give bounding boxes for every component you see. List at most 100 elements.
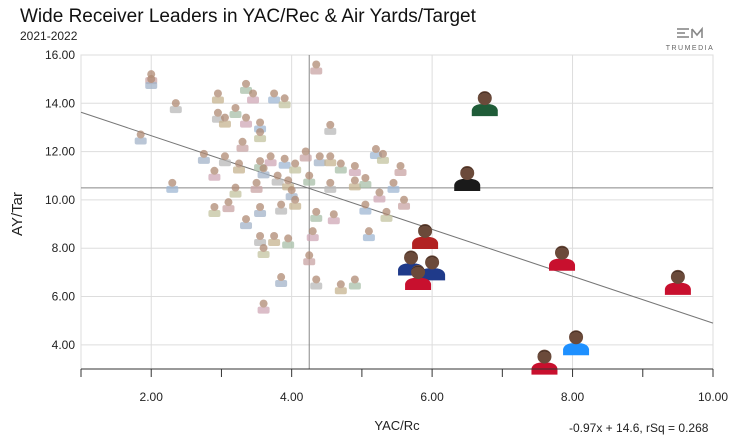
player-head xyxy=(411,265,426,280)
player-hair xyxy=(404,251,419,256)
player-jersey xyxy=(310,67,323,75)
player-point xyxy=(254,231,267,246)
player-jersey xyxy=(373,195,386,203)
x-axis-label: YAC/Rc xyxy=(374,418,420,433)
player-jersey xyxy=(257,251,270,259)
player-head xyxy=(224,198,233,207)
player-jersey xyxy=(257,306,270,314)
player-hair xyxy=(537,350,552,355)
player-point xyxy=(268,89,281,104)
player-head xyxy=(396,161,405,170)
player-jersey xyxy=(299,154,312,162)
player-head xyxy=(537,349,552,364)
y-axis-label: AY/Tar xyxy=(9,192,26,236)
player-point xyxy=(380,207,393,222)
player-jersey xyxy=(271,178,284,186)
player-jersey xyxy=(359,207,372,215)
grid xyxy=(80,54,714,370)
player-jersey xyxy=(218,120,231,128)
player-head xyxy=(256,118,265,127)
player-point xyxy=(275,273,288,288)
player-head xyxy=(477,91,492,106)
player-head xyxy=(418,223,433,238)
player-point xyxy=(271,171,284,186)
y-tick-label: 16.00 xyxy=(45,48,75,62)
player-point xyxy=(257,244,270,259)
player-jersey xyxy=(282,241,295,249)
player-jersey xyxy=(278,161,291,169)
highlighted-player-point xyxy=(531,349,558,375)
highlighted-player-point xyxy=(405,265,432,291)
player-jersey xyxy=(166,185,179,193)
player-jersey xyxy=(240,86,253,94)
player-point xyxy=(254,203,267,217)
x-tick-label: 6.00 xyxy=(420,390,444,404)
player-head xyxy=(280,154,289,163)
player-head xyxy=(378,149,387,158)
player-jersey xyxy=(254,210,267,217)
player-jersey xyxy=(275,280,288,288)
player-jersey xyxy=(348,168,361,176)
player-head xyxy=(259,299,268,308)
player-point xyxy=(264,152,277,167)
player-jersey xyxy=(412,236,439,249)
player-jersey xyxy=(324,127,337,135)
player-jersey xyxy=(197,156,210,164)
player-head xyxy=(249,89,258,98)
player-point xyxy=(334,280,347,295)
player-head xyxy=(199,149,208,158)
player-head xyxy=(270,231,279,240)
chart-title: Wide Receiver Leaders in YAC/Rec & Air Y… xyxy=(20,6,476,27)
y-tick-label: 10.00 xyxy=(45,193,75,207)
player-jersey xyxy=(334,166,347,174)
player-point xyxy=(303,171,316,186)
player-jersey xyxy=(208,173,221,181)
player-head xyxy=(308,227,317,236)
player-point xyxy=(257,299,270,314)
player-jersey xyxy=(240,120,253,128)
player-head xyxy=(256,203,265,211)
player-head xyxy=(425,255,440,270)
player-jersey xyxy=(211,96,224,104)
player-jersey xyxy=(236,144,249,152)
player-head xyxy=(171,99,180,108)
player-jersey xyxy=(405,278,432,291)
player-head xyxy=(277,273,286,282)
player-head xyxy=(312,60,321,69)
player-head xyxy=(670,269,685,284)
player-point xyxy=(310,207,323,222)
player-jersey xyxy=(471,104,498,117)
trumedia-logo: TRUMEDIA xyxy=(664,26,716,52)
player-jersey xyxy=(250,185,263,193)
player-jersey xyxy=(376,156,389,164)
player-point xyxy=(278,154,291,169)
player-head xyxy=(375,188,384,197)
player-head xyxy=(361,200,370,209)
player-head xyxy=(147,74,156,83)
player-head xyxy=(569,330,584,345)
player-head xyxy=(235,159,243,168)
player-head xyxy=(301,147,310,156)
player-point xyxy=(324,178,337,193)
player-point xyxy=(275,200,288,215)
player-point xyxy=(211,89,224,104)
highlighted-player-point xyxy=(664,269,691,295)
player-jersey xyxy=(310,214,323,222)
player-point xyxy=(268,231,281,246)
player-head xyxy=(329,210,338,219)
player-point xyxy=(257,164,270,179)
player-head xyxy=(242,79,251,88)
x-tick-label: 10.00 xyxy=(698,390,728,404)
player-head xyxy=(259,164,268,173)
player-hair xyxy=(418,224,433,229)
player-jersey xyxy=(348,183,361,191)
highlighted-player-point xyxy=(471,91,498,117)
player-point xyxy=(289,195,302,210)
player-point xyxy=(278,94,291,109)
player-head xyxy=(210,166,219,175)
player-point xyxy=(306,227,319,242)
player-jersey xyxy=(334,287,347,295)
player-jersey xyxy=(380,214,393,222)
regression-line xyxy=(80,111,714,324)
regression-equation: -0.97x + 14.6, rSq = 0.268 xyxy=(569,421,709,435)
